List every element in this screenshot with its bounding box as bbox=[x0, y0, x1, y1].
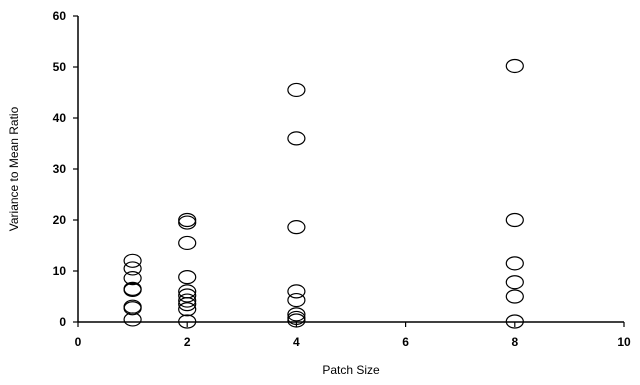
data-point bbox=[505, 58, 524, 74]
data-point bbox=[287, 131, 306, 146]
x-tick-label: 10 bbox=[617, 335, 631, 349]
data-point bbox=[287, 310, 306, 326]
axes: 0 2 4 6 8 10 0 10 20 30 40 50 60 bbox=[53, 9, 631, 349]
x-tick-label: 2 bbox=[184, 335, 191, 349]
data-point bbox=[287, 292, 306, 308]
y-axis-title: Variance to Mean Ratio bbox=[7, 106, 21, 231]
data-point bbox=[287, 220, 306, 235]
y-tick-label: 50 bbox=[53, 60, 67, 74]
y-tick-label: 10 bbox=[53, 264, 67, 278]
data-point bbox=[123, 282, 142, 297]
data-point bbox=[178, 215, 197, 230]
y-tick-label: 0 bbox=[59, 315, 66, 329]
data-point bbox=[287, 82, 306, 98]
y-tick-label: 30 bbox=[53, 162, 67, 176]
data-point bbox=[178, 314, 197, 329]
data-points bbox=[123, 58, 524, 329]
data-point bbox=[178, 235, 197, 251]
y-tick-label: 20 bbox=[53, 213, 67, 227]
x-tick-label: 6 bbox=[402, 335, 409, 349]
x-axis-title: Patch Size bbox=[322, 363, 380, 377]
data-point bbox=[178, 302, 197, 317]
data-point bbox=[287, 284, 306, 299]
x-tick-label: 4 bbox=[293, 335, 300, 349]
data-point bbox=[123, 261, 142, 276]
data-point bbox=[505, 289, 524, 304]
y-tick-label: 40 bbox=[53, 111, 67, 125]
data-point bbox=[178, 288, 197, 303]
data-point bbox=[178, 212, 197, 228]
x-tick-label: 0 bbox=[75, 335, 82, 349]
data-point bbox=[178, 293, 197, 308]
y-tick-label: 60 bbox=[53, 9, 67, 23]
x-tick-label: 8 bbox=[511, 335, 518, 349]
data-point bbox=[505, 256, 524, 271]
data-point bbox=[505, 314, 524, 329]
x-ticks: 0 2 4 6 8 10 bbox=[75, 322, 631, 349]
data-point bbox=[287, 307, 306, 322]
data-point bbox=[178, 284, 197, 299]
data-point bbox=[178, 270, 197, 285]
data-point bbox=[505, 275, 524, 290]
data-point bbox=[123, 299, 142, 314]
data-point bbox=[123, 271, 142, 286]
data-point bbox=[123, 281, 142, 296]
data-point bbox=[505, 212, 524, 228]
y-ticks: 0 10 20 30 40 50 60 bbox=[53, 9, 78, 329]
data-point bbox=[123, 253, 142, 268]
